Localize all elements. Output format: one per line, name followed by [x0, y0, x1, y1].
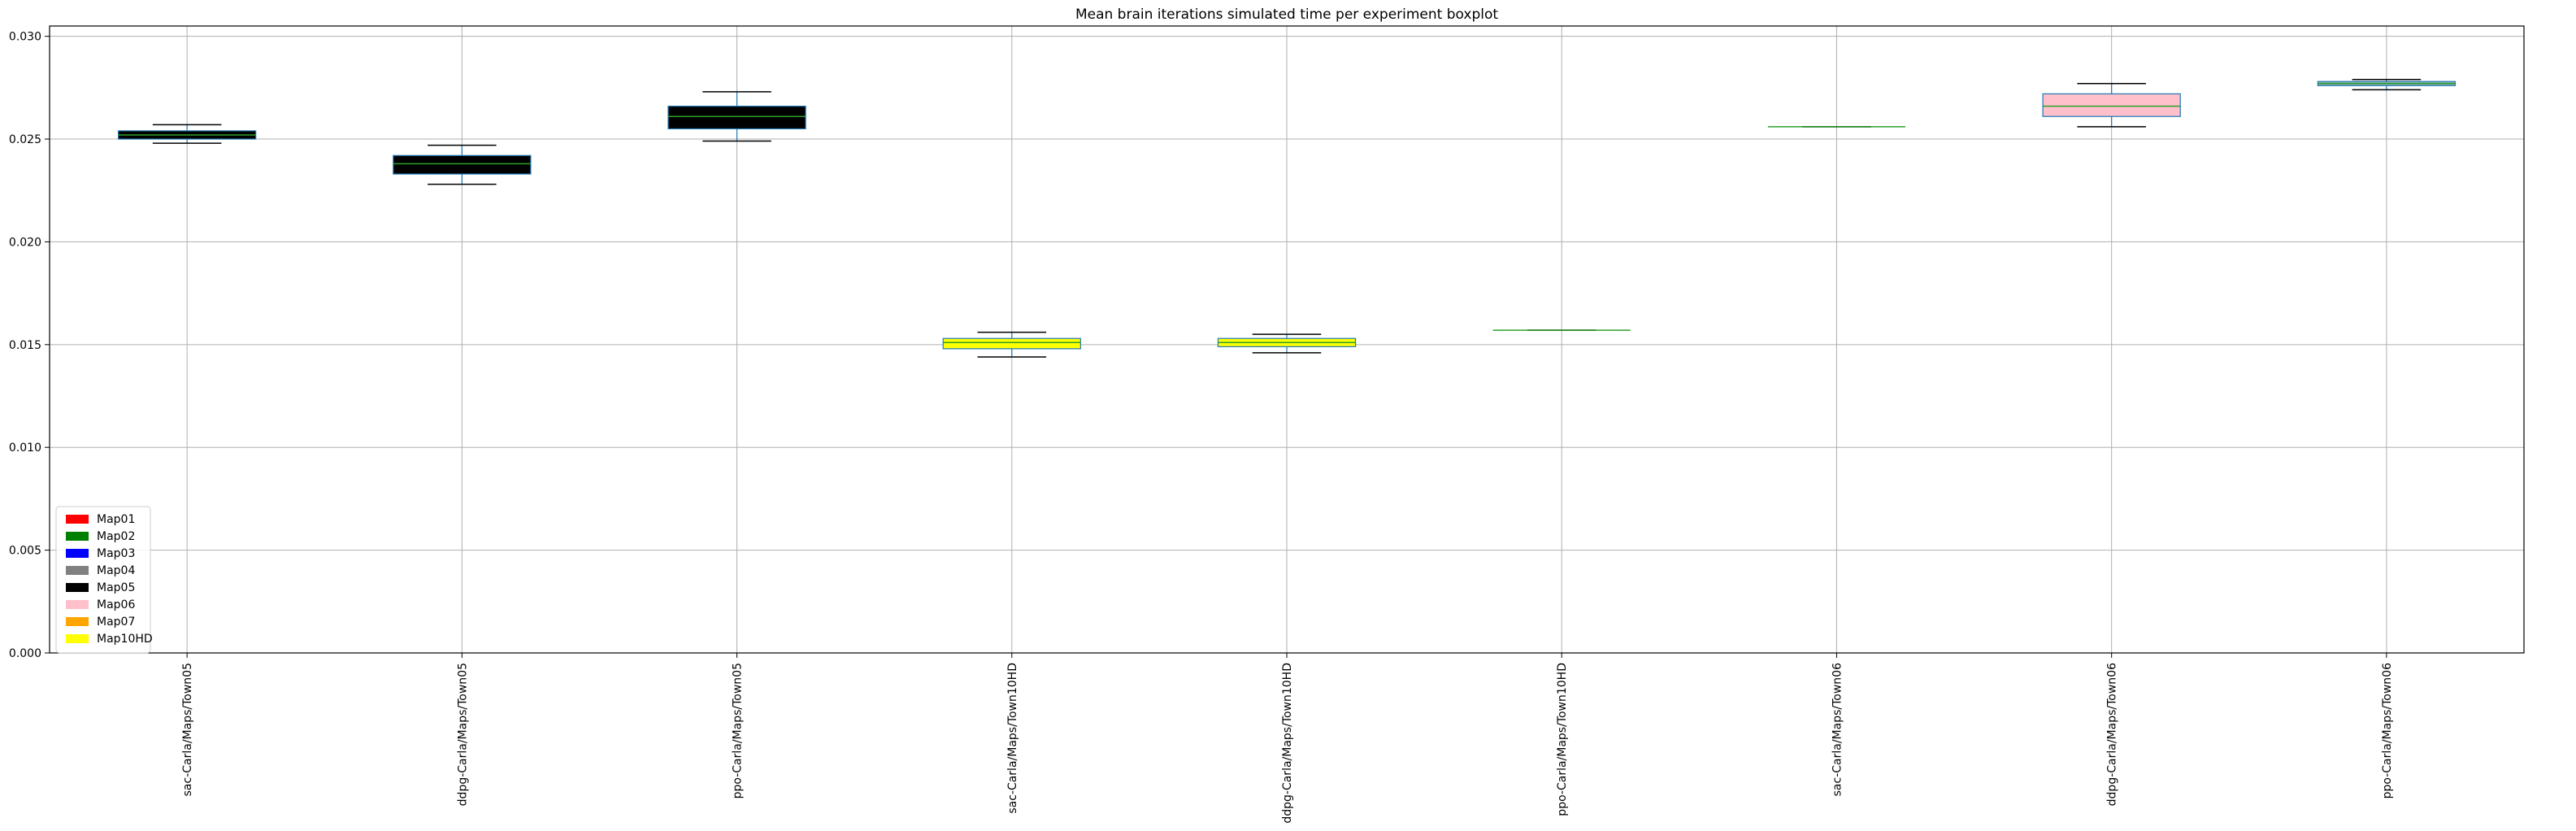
box-9 [2317, 78, 2457, 91]
box-body [942, 337, 1081, 350]
x-tick-label: ppo-Carla/Maps/Town05 [732, 663, 745, 798]
legend-swatch [66, 634, 89, 643]
box-4 [942, 331, 1081, 358]
box-body [393, 154, 532, 175]
y-tick-label: 0.020 [9, 236, 41, 249]
x-tick-label: ppo-Carla/Maps/Town06 [2381, 663, 2394, 798]
chart-title: Mean brain iterations simulated time per… [1075, 7, 1498, 23]
legend-swatch [66, 566, 89, 575]
legend-label: Map01 [97, 513, 135, 526]
y-tick-label: 0.005 [9, 545, 41, 558]
legend-swatch [66, 532, 89, 541]
legend-swatch [66, 549, 89, 558]
legend-swatch [66, 515, 89, 524]
x-tick-label: sac-Carla/Maps/Town05 [181, 663, 194, 796]
grid-layer [50, 26, 2524, 654]
boxes-layer [117, 78, 2457, 358]
box-body [2042, 93, 2181, 117]
y-axis: 0.000 0.005 0.010 0.015 0.020 0.025 0.030 [9, 31, 50, 660]
legend-label: Map04 [97, 564, 135, 577]
plot-frame [49, 25, 2525, 654]
y-tick-label: 0.010 [9, 442, 41, 455]
legend-label: Map06 [97, 598, 135, 611]
box-3 [667, 91, 806, 142]
legend-label: Map03 [97, 547, 135, 560]
legend: Map01 Map02 Map03 Map04 Map05 Map06 Map07 Map10… [55, 506, 153, 654]
box-5 [1217, 333, 1357, 354]
box-8 [2042, 83, 2181, 128]
x-tick-label: ddpg-Carla/Maps/Town10HD [1281, 663, 1294, 824]
y-tick-label: 0.015 [9, 339, 41, 352]
legend-label: Map05 [97, 581, 135, 594]
legend-label: Map10HD [97, 633, 153, 646]
legend-swatch [66, 617, 89, 626]
x-tick-label: sac-Carla/Maps/Town06 [1831, 663, 1844, 796]
legend-frame [55, 506, 151, 654]
legend-label: Map07 [97, 616, 135, 629]
x-tick-label: ppo-Carla/Maps/Town10HD [1556, 663, 1569, 816]
legend-swatch [66, 600, 89, 609]
y-tick-label: 0.000 [9, 647, 41, 660]
x-tick-label: ddpg-Carla/Maps/Town05 [456, 663, 469, 806]
y-tick-label: 0.030 [9, 31, 41, 44]
box-1 [117, 124, 257, 144]
y-tick-label: 0.025 [9, 133, 41, 146]
x-tick-label: sac-Carla/Maps/Town10HD [1006, 663, 1019, 814]
x-tick-label: ddpg-Carla/Maps/Town06 [2106, 663, 2119, 806]
legend-swatch [66, 583, 89, 592]
box-2 [393, 144, 532, 185]
x-axis: sac-Carla/Maps/Town05 ddpg-Carla/Maps/Tow… [181, 653, 2394, 824]
legend-label: Map02 [97, 530, 135, 543]
box-body [667, 105, 806, 129]
